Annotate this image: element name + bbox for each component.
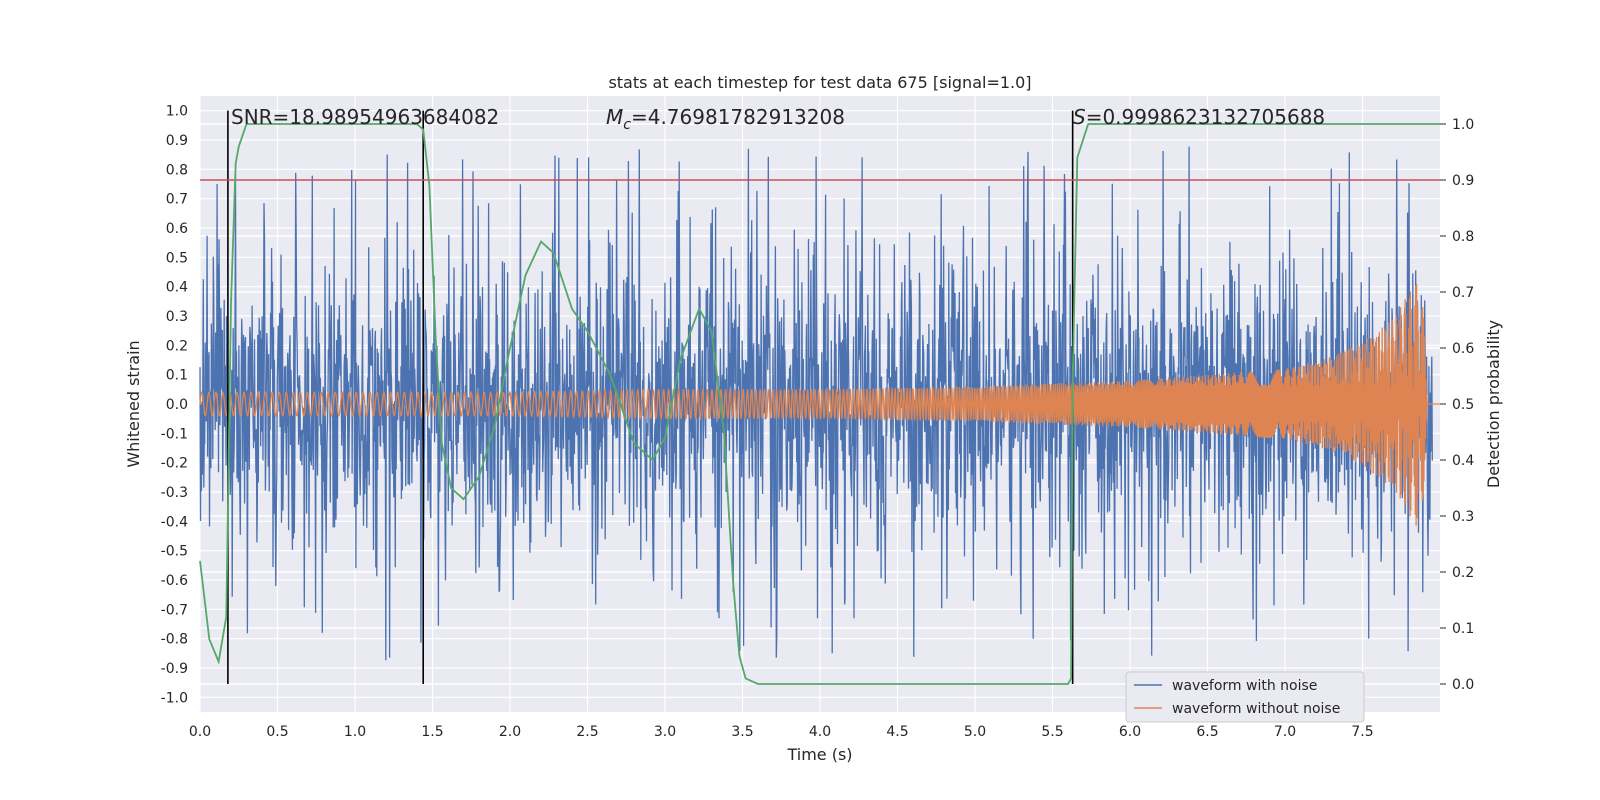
- x-axis-label: Time (s): [786, 745, 852, 764]
- x-tick-label: 5.5: [1041, 724, 1063, 740]
- y-left-tick-label: 0.8: [166, 162, 188, 178]
- x-tick-label: 7.5: [1351, 724, 1373, 740]
- chirp-mass-annotation: Mc=4.76981782913208: [606, 105, 845, 133]
- y-axis-left-label: Whitened strain: [124, 340, 143, 467]
- y-left-tick-label: -0.8: [161, 632, 188, 648]
- y-left-tick-label: 0.5: [166, 250, 188, 266]
- s-symbol: S: [1073, 105, 1086, 129]
- x-tick-label: 2.0: [499, 724, 521, 740]
- y-right-tick-label: 0.8: [1452, 229, 1474, 245]
- y-left-tick-label: 1.0: [166, 104, 188, 120]
- x-tick-label: 0.5: [266, 724, 288, 740]
- x-tick-label: 3.5: [731, 724, 753, 740]
- x-tick-label: 4.5: [886, 724, 908, 740]
- y-right-tick-label: 1.0: [1452, 117, 1474, 133]
- legend-label-noise: waveform with noise: [1172, 678, 1317, 694]
- axis-ticks: 0.0 0.5 1.0 1.5 2.0 2.5 3.0 3.5 4.0 4.5 5.0 5.5 6.0 6…: [161, 104, 1475, 740]
- y-right-tick-label: 0.0: [1452, 677, 1474, 693]
- snr-annotation: SNR=18.98954963684082: [231, 105, 499, 129]
- y-left-tick-label: -0.3: [161, 485, 188, 501]
- chart-title: stats at each timestep for test data 675…: [608, 73, 1031, 92]
- y-right-tick-label: 0.3: [1452, 509, 1474, 525]
- y-left-tick-label: -0.9: [161, 661, 188, 677]
- y-left-tick-label: -0.6: [161, 573, 188, 589]
- series-detection-probability: [199, 123, 1440, 685]
- y-right-tick-label: 0.7: [1452, 285, 1474, 301]
- s-annotation: S=0.9998623132705688: [1073, 105, 1325, 129]
- x-tick-label: 0.0: [189, 724, 211, 740]
- y-right-tick-label: 0.1: [1452, 621, 1474, 637]
- y-right-tick-label: 0.4: [1452, 453, 1474, 469]
- probability-line: [199, 123, 1440, 685]
- y-left-tick-label: 0.3: [166, 309, 188, 325]
- x-tick-label: 7.0: [1274, 724, 1296, 740]
- x-tick-label: 5.0: [964, 724, 986, 740]
- x-tick-label: 4.0: [809, 724, 831, 740]
- legend: waveform with noise waveform without noi…: [1125, 671, 1365, 723]
- y-left-tick-label: -0.5: [161, 544, 188, 560]
- y-axis-right-label: Detection probability: [1484, 320, 1503, 488]
- x-tick-label: 3.0: [654, 724, 676, 740]
- y-left-tick-label: 0.6: [166, 221, 188, 237]
- y-left-tick-label: 0.2: [166, 338, 188, 354]
- y-left-tick-label: 0.9: [166, 133, 188, 149]
- clean-line: [199, 283, 1440, 526]
- y-right-tick-label: 0.2: [1452, 565, 1474, 581]
- y-left-tick-label: 0.7: [166, 192, 188, 208]
- y-right-tick-label: 0.5: [1452, 397, 1474, 413]
- s-value: =0.9998623132705688: [1086, 105, 1325, 129]
- y-left-tick-label: 0.4: [166, 280, 188, 296]
- series-waveform-without-noise: [199, 283, 1440, 526]
- legend-box: [1125, 671, 1365, 723]
- x-tick-label: 2.5: [576, 724, 598, 740]
- legend-label-clean: waveform without noise: [1172, 701, 1340, 717]
- y-left-tick-label: -0.1: [161, 426, 188, 442]
- chirp-mass-value: =4.76981782913208: [631, 105, 845, 129]
- y-left-tick-label: 0.0: [166, 397, 188, 413]
- x-tick-label: 6.5: [1196, 724, 1218, 740]
- x-tick-label: 1.0: [344, 724, 366, 740]
- y-right-tick-label: 0.6: [1452, 341, 1474, 357]
- y-left-tick-label: -0.7: [161, 602, 188, 618]
- series-waveform-with-noise: [199, 146, 1433, 661]
- chirp-mass-subscript: c: [623, 117, 631, 133]
- y-left-tick-label: 0.1: [166, 368, 188, 384]
- y-left-tick-label: -0.4: [161, 514, 188, 530]
- x-tick-label: 6.0: [1119, 724, 1141, 740]
- noise-line: [199, 146, 1433, 661]
- y-left-tick-label: -1.0: [161, 690, 188, 706]
- x-tick-label: 1.5: [421, 724, 443, 740]
- y-left-tick-label: -0.2: [161, 456, 188, 472]
- y-right-tick-label: 0.9: [1452, 173, 1474, 189]
- chirp-mass-symbol: M: [606, 105, 623, 129]
